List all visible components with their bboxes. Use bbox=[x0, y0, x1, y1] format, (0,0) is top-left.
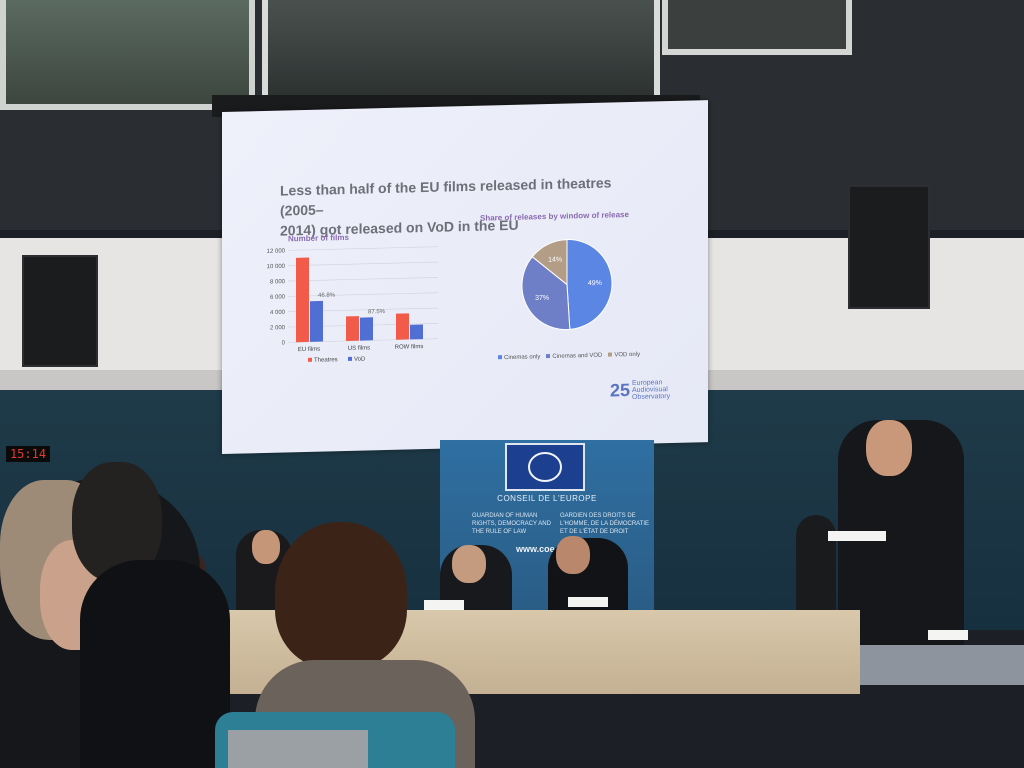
slice-label: 49% bbox=[588, 280, 602, 287]
gallery-window-left bbox=[0, 0, 255, 110]
legend-swatch bbox=[308, 357, 312, 362]
legend-swatch bbox=[546, 353, 551, 359]
wall-clock: 15:14 bbox=[6, 446, 50, 462]
y-tick-label: 6 000 bbox=[270, 294, 286, 300]
conference-microphone-unit bbox=[228, 730, 368, 768]
gridline bbox=[288, 261, 438, 267]
nameplate bbox=[928, 630, 968, 640]
legend-swatch bbox=[498, 355, 502, 360]
y-tick-label: 10 000 bbox=[267, 264, 286, 270]
slice-label: 37% bbox=[535, 295, 549, 302]
panelist-center-right-head bbox=[556, 536, 590, 574]
nameplate bbox=[424, 600, 464, 610]
bar-theatres bbox=[346, 316, 359, 341]
bar-vod bbox=[310, 300, 323, 342]
bar-theatres bbox=[396, 313, 409, 340]
panelist-right bbox=[796, 515, 836, 615]
legend-swatch bbox=[348, 356, 352, 361]
bar-chart: 0 2 000 4 000 6 000 8 000 10 000 12 000 EU film… bbox=[267, 246, 438, 364]
bar-chart-title: Number of films bbox=[288, 232, 349, 244]
category-label: US films bbox=[348, 345, 370, 352]
y-tick-label: 4 000 bbox=[270, 310, 286, 316]
y-tick-label: 12 000 bbox=[267, 248, 286, 254]
audience-member-second bbox=[80, 560, 230, 768]
legend-swatch bbox=[608, 352, 613, 357]
banner-url: www.coe bbox=[516, 544, 555, 554]
gallery-window-right bbox=[662, 0, 852, 55]
data-label: 46.8% bbox=[318, 293, 336, 299]
y-tick-label: 8 000 bbox=[270, 279, 286, 285]
council-of-europe-logo bbox=[505, 443, 585, 491]
pie-slice bbox=[531, 239, 568, 286]
legend-label: Cinemas and VOD bbox=[552, 352, 603, 360]
legend-label: Theatres bbox=[314, 357, 338, 364]
y-tick-label: 0 bbox=[282, 340, 286, 346]
nameplate bbox=[828, 531, 886, 541]
pie-slice bbox=[566, 239, 613, 330]
loudspeaker-left bbox=[22, 255, 98, 367]
pie-chart: 49% 37% 14% bbox=[521, 239, 613, 331]
banner-text-en: GUARDIAN OF HUMAN RIGHTS, DEMOCRACY AND … bbox=[472, 513, 551, 535]
gallery-window-center bbox=[262, 0, 660, 110]
slice-label: 14% bbox=[548, 256, 562, 263]
bar-vod bbox=[360, 317, 373, 341]
gridline bbox=[288, 246, 438, 251]
legend-label: VOD only bbox=[614, 351, 641, 359]
category-label: ROW films bbox=[395, 344, 424, 351]
y-tick-label: 2 000 bbox=[270, 325, 286, 331]
podium bbox=[860, 645, 1024, 685]
logo-number: 25 bbox=[610, 380, 631, 401]
observatory-logo: 25 European Audiovisual Observatory bbox=[610, 379, 670, 401]
nameplate bbox=[568, 597, 608, 607]
data-label: 87.5% bbox=[368, 309, 386, 315]
legend-label: Cinemas only bbox=[504, 354, 541, 362]
bar-theatres bbox=[296, 257, 309, 343]
logo-text-3: Observatory bbox=[631, 393, 671, 401]
loudspeaker-right bbox=[848, 185, 930, 309]
bar-vod bbox=[410, 324, 423, 340]
panelist-left-head bbox=[252, 530, 280, 564]
category-label: EU films bbox=[298, 347, 320, 354]
presenter-head bbox=[866, 420, 912, 476]
projection-screen: Less than half of the EU films released … bbox=[222, 100, 708, 455]
audience-member-center-head bbox=[275, 522, 407, 668]
pie-slice bbox=[521, 256, 571, 331]
gridline bbox=[288, 277, 438, 282]
gridline bbox=[288, 292, 438, 297]
panelist-center-left-head bbox=[452, 545, 486, 583]
banner-text-fr: GARDIEN DES DROITS DE L'HOMME, DE LA DÉM… bbox=[560, 513, 650, 535]
pie-legend: Cinemas only Cinemas and VOD VOD only bbox=[492, 352, 640, 362]
banner-name: CONSEIL DE L'EUROPE bbox=[497, 494, 597, 503]
legend-label: VoD bbox=[354, 356, 366, 362]
